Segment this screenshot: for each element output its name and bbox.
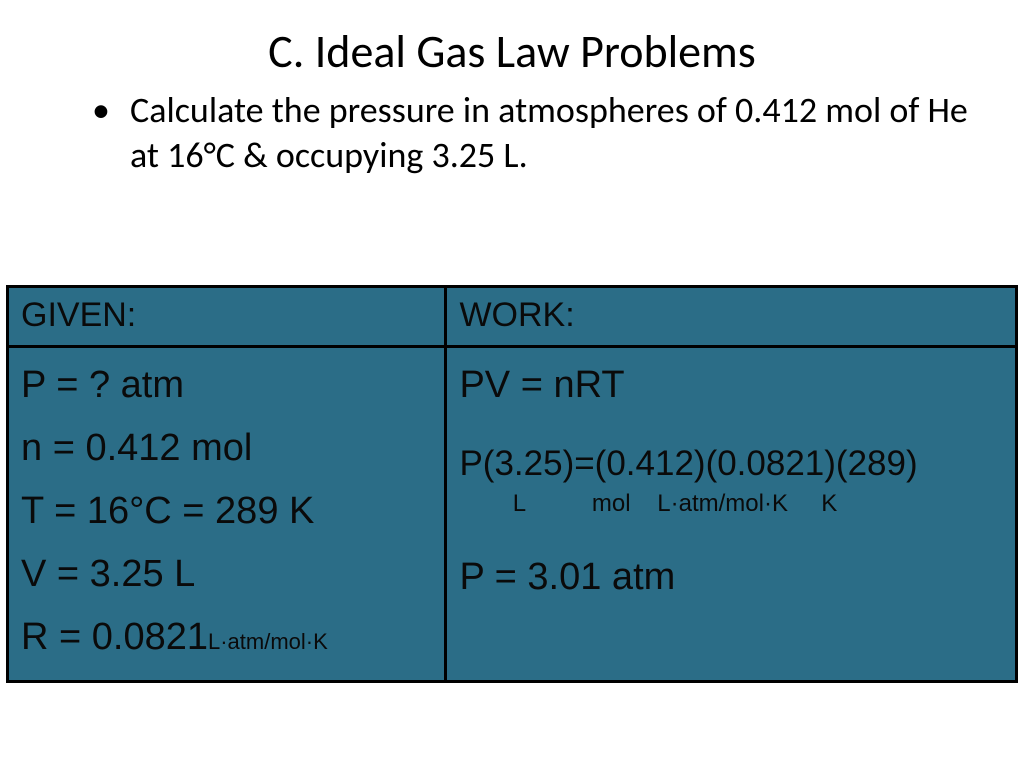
work-substitution: P(3.25)=(0.412)(0.0821)(289)	[459, 437, 1003, 491]
given-r: R = 0.0821L·atm/mol·K	[21, 608, 432, 667]
slide: C. Ideal Gas Law Problems • Calculate th…	[0, 0, 1024, 768]
slide-title: C. Ideal Gas Law Problems	[0, 0, 1024, 80]
given-r-value: R = 0.0821	[21, 616, 208, 658]
bullet-list: • Calculate the pressure in atmospheres …	[0, 80, 1024, 178]
bullet-item: • Calculate the pressure in atmospheres …	[130, 88, 974, 178]
work-answer: P = 3.01 atm	[459, 548, 1003, 607]
given-r-unit: L·atm/mol·K	[208, 629, 328, 654]
work-cell: PV = nRT P(3.25)=(0.412)(0.0821)(289) L …	[446, 347, 1017, 682]
given-n: n = 0.412 mol	[21, 419, 432, 478]
problem-table: GIVEN: WORK: P = ? atm n = 0.412 mol T =…	[6, 285, 1018, 683]
given-header: GIVEN:	[8, 287, 446, 347]
given-p: P = ? atm	[21, 356, 432, 415]
work-header: WORK:	[446, 287, 1017, 347]
bullet-dot-icon: •	[92, 88, 110, 133]
work-units: L mol L·atm/mol·K K	[459, 485, 1003, 522]
work-formula: PV = nRT	[459, 356, 1003, 415]
given-t: T = 16°C = 289 K	[21, 482, 432, 541]
given-v: V = 3.25 L	[21, 545, 432, 604]
given-cell: P = ? atm n = 0.412 mol T = 16°C = 289 K…	[8, 347, 446, 682]
bullet-text: Calculate the pressure in atmospheres of…	[130, 88, 968, 177]
